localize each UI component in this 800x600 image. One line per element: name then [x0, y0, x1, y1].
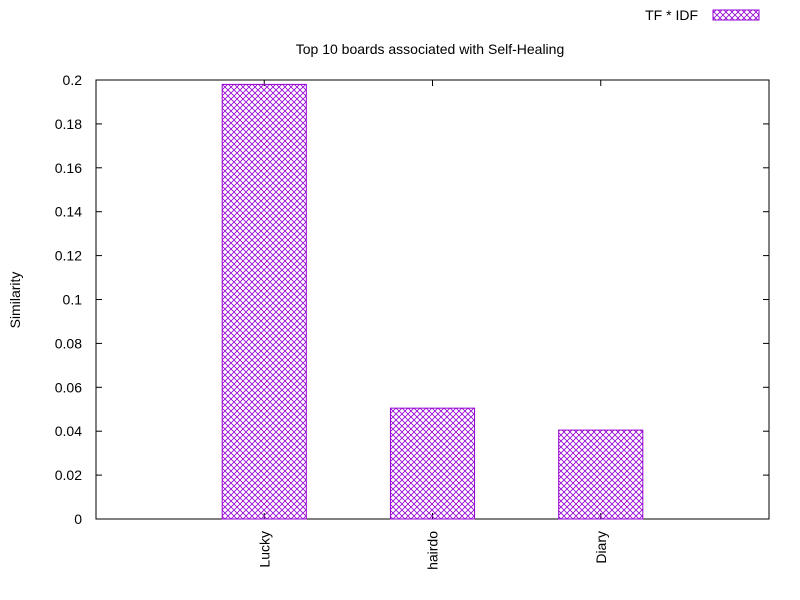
y-tick-label: 0: [74, 511, 82, 527]
y-tick-label: 0.02: [55, 467, 82, 483]
bar-diary: [558, 429, 644, 520]
legend-swatch: [712, 9, 760, 21]
y-tick-label: 0.14: [55, 204, 82, 220]
chart-title: Top 10 boards associated with Self-Heali…: [296, 41, 565, 57]
y-axis: 0 0.02 0.04 0.06 0.08 0.1 0.12 0.14 0.16 0.18 0.2: [55, 72, 769, 527]
y-tick-label: 0.12: [55, 248, 82, 264]
y-tick-label: 0.06: [55, 379, 82, 395]
y-tick-label: 0.04: [55, 423, 82, 439]
legend-label: TF * IDF: [645, 7, 698, 23]
y-tick-label: 0.16: [55, 160, 82, 176]
x-tick-label: hairdo: [425, 531, 441, 570]
y-tick-label: 0.2: [63, 72, 83, 88]
y-axis-label: Similarity: [7, 272, 23, 329]
bar-hairdo: [389, 407, 476, 520]
y-tick-label: 0.08: [55, 335, 82, 351]
legend: TF * IDF: [645, 7, 760, 23]
y-tick-label: 0.1: [63, 292, 83, 308]
bars: [221, 83, 644, 520]
bar-lucky: [221, 83, 307, 520]
y-tick-label: 0.18: [55, 116, 82, 132]
x-axis: Lucky hairdo Diary: [256, 80, 609, 570]
x-tick-label: Lucky: [256, 531, 272, 568]
x-tick-label: Diary: [593, 531, 609, 564]
